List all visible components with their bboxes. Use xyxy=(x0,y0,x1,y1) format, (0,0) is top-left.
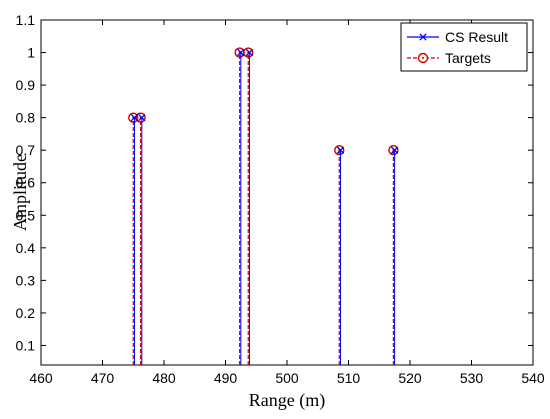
target-marker xyxy=(135,112,146,123)
target-marker xyxy=(128,112,139,123)
axis-ticks: 460 470 480 490 500 510 520 530 540 0.1 0.2 0.3 0.4 0… xyxy=(16,12,545,386)
legend-cs-label: CS Result xyxy=(445,29,508,45)
y-axis-label: Amplitude xyxy=(10,154,30,231)
target-marker xyxy=(334,144,345,156)
x-axis-label: Range (m) xyxy=(249,390,325,411)
y-tick-label: 0.3 xyxy=(16,272,36,288)
x-tick-label: 490 xyxy=(214,370,238,386)
legend-targets-label: Targets xyxy=(445,50,491,66)
x-tick-label: 500 xyxy=(275,370,299,386)
y-tick-label: 0.6 xyxy=(16,175,36,191)
y-tick-label: 0.9 xyxy=(16,77,36,93)
cs-result-marker xyxy=(390,146,399,154)
target-marker xyxy=(388,144,399,156)
cs-result-marker xyxy=(138,113,146,122)
cs-result-marker xyxy=(237,48,245,57)
legend: CS Result Targets xyxy=(400,22,528,72)
x-tick-label: 480 xyxy=(152,370,176,386)
x-tick-label: 520 xyxy=(398,370,422,386)
y-tick-label: 0.7 xyxy=(16,142,36,158)
plot-area xyxy=(40,19,534,366)
y-tick-label: 0.8 xyxy=(16,110,36,126)
y-tick-label: 0.1 xyxy=(16,337,36,353)
y-tick-label: 0.4 xyxy=(16,240,36,256)
x-tick-label: 460 xyxy=(29,370,53,386)
y-tick-label: 1 xyxy=(27,45,35,61)
cs-result-marker xyxy=(336,146,345,154)
target-marker xyxy=(243,47,254,58)
legend-targets-dot xyxy=(422,57,424,59)
cs-result-marker xyxy=(245,48,254,57)
y-tick-label: 1.1 xyxy=(16,12,36,28)
x-tick-label: 530 xyxy=(460,370,484,386)
x-tick-label: 540 xyxy=(521,370,545,386)
x-tick-label: 510 xyxy=(337,370,361,386)
x-tick-label: 470 xyxy=(91,370,115,386)
y-tick-label: 0.2 xyxy=(16,305,36,321)
legend-cs-marker xyxy=(419,33,427,41)
stem-series xyxy=(128,47,399,365)
y-tick-label: 0.5 xyxy=(16,207,36,223)
cs-result-marker xyxy=(130,113,139,122)
